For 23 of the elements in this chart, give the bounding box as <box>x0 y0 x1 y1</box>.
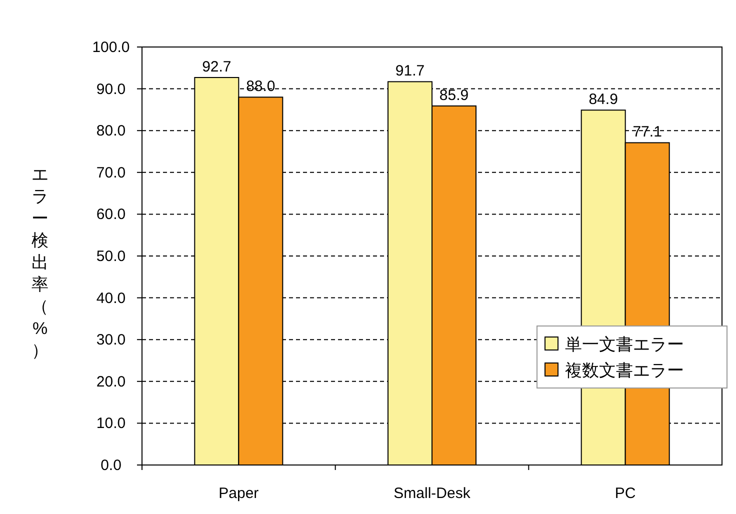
data-label: 92.7 <box>202 58 232 76</box>
y-tick-label: 100.0 <box>92 39 130 56</box>
y-tick-label: 40.0 <box>96 290 126 307</box>
x-tick-label: Paper <box>218 485 259 502</box>
data-label: 91.7 <box>395 62 425 80</box>
y-tick-label: 70.0 <box>96 164 126 182</box>
y-axis-title: エラー検出率（%） <box>32 165 48 360</box>
y-tick-label: 20.0 <box>96 373 126 390</box>
y-tick-label: 80.0 <box>96 122 126 140</box>
y-tick-label: 50.0 <box>96 248 126 265</box>
y-tick-label: 10.0 <box>96 415 126 432</box>
legend-label: 単一文書エラー <box>565 335 684 354</box>
data-label: 88.0 <box>246 78 276 96</box>
x-tick-label: PC <box>614 485 636 502</box>
y-tick-label: 90.0 <box>96 80 126 98</box>
y-tick-label: 60.0 <box>96 206 126 224</box>
legend-label: 複数文書エラー <box>565 361 684 380</box>
data-label: 85.9 <box>439 86 469 104</box>
data-label: 84.9 <box>588 91 618 108</box>
data-label: 77.1 <box>632 124 662 141</box>
y-tick-label: 30.0 <box>96 332 126 349</box>
x-tick-label: Small-Desk <box>394 485 471 502</box>
y-tick-label: 0.0 <box>100 457 122 474</box>
